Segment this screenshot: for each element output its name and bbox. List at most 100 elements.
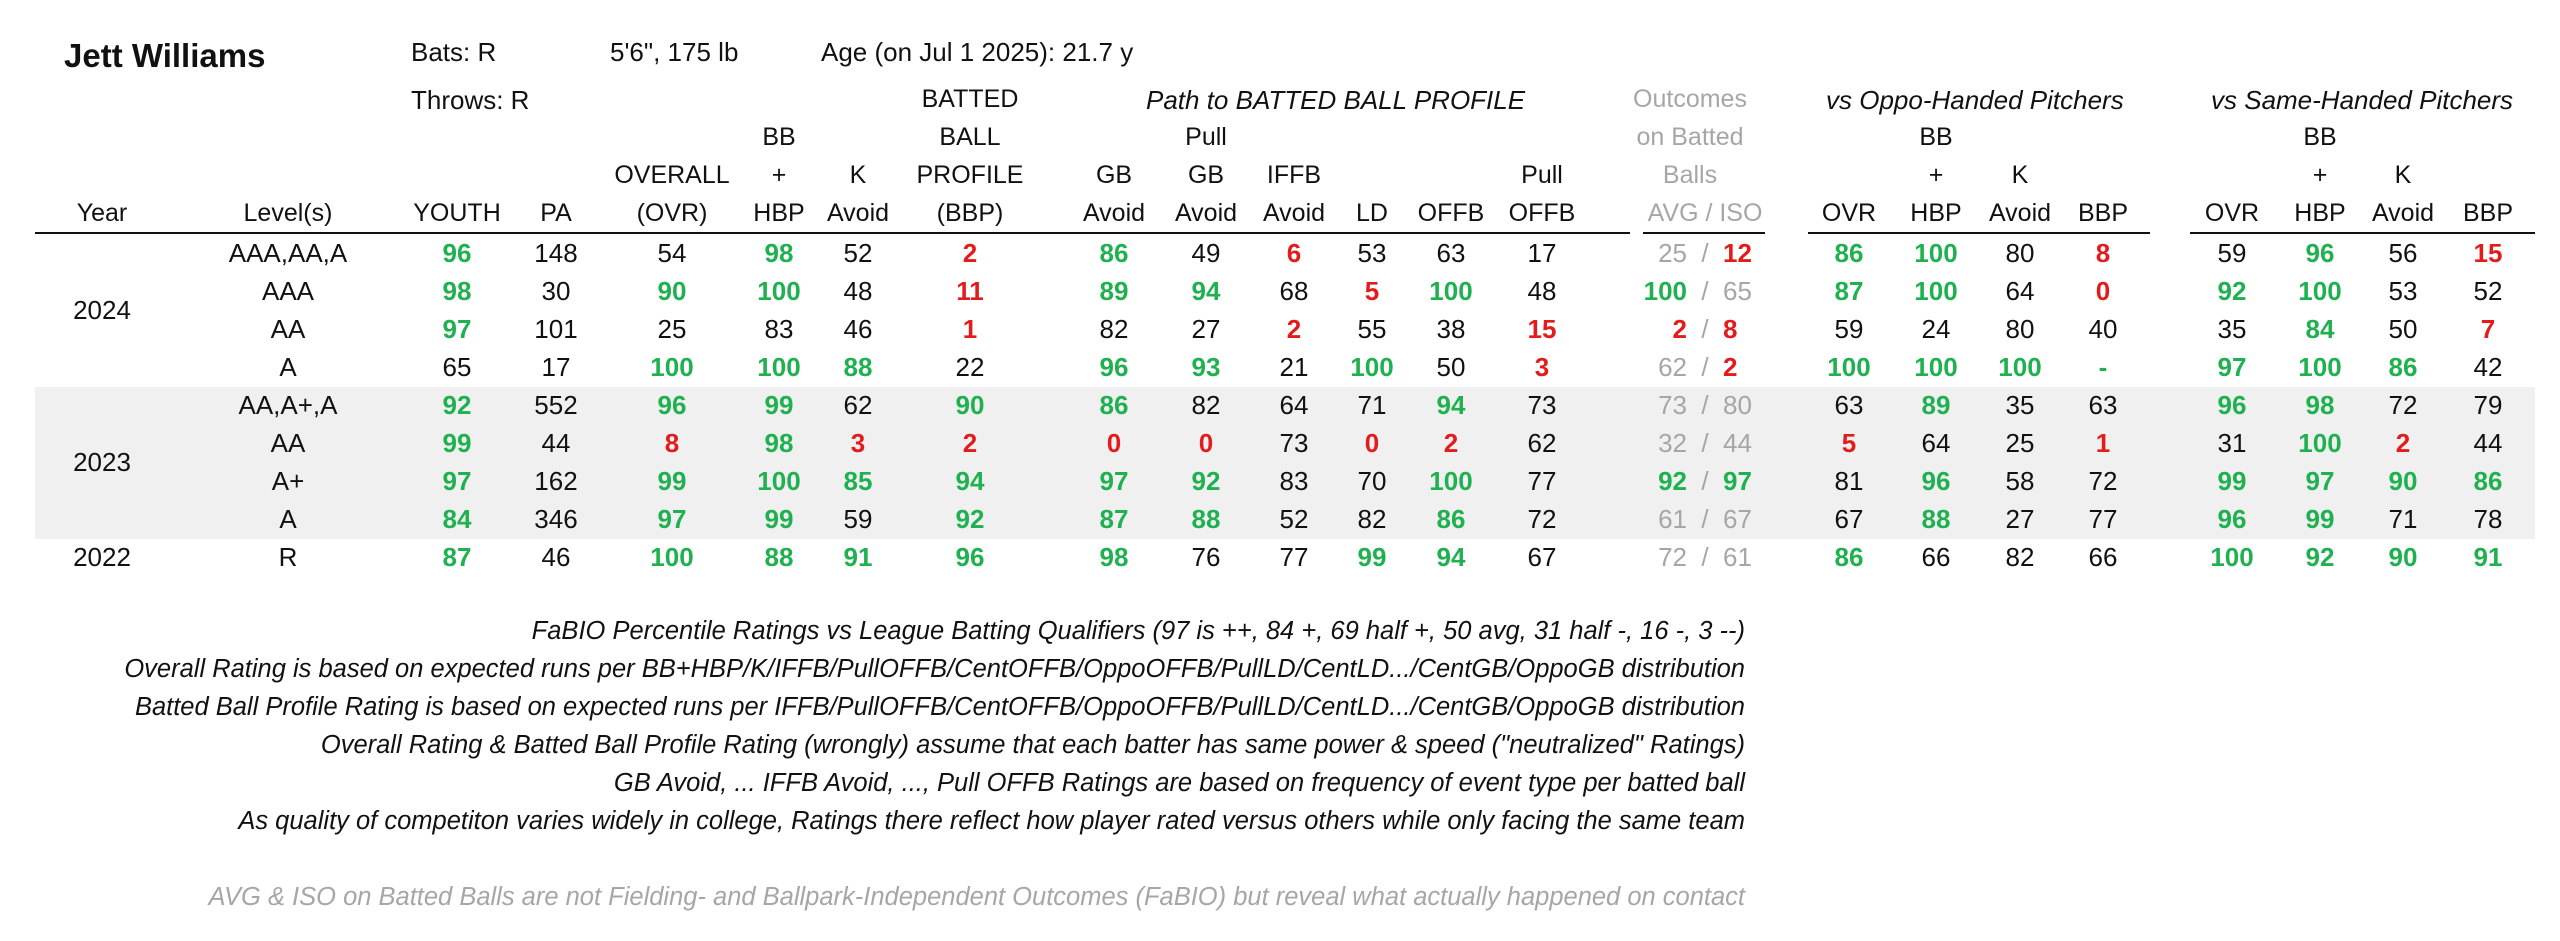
gb-cell: 89 [1099,276,1129,306]
s_bb-cell: 84 [2305,314,2335,344]
avg-iso-sep: / [1701,238,1709,268]
avg-iso-sep: / [1701,352,1709,382]
gb-cell: 82 [1099,314,1129,344]
pullgb-cell: 27 [1191,314,1221,344]
s_k-cell: 53 [2388,276,2418,306]
gb-cell: 97 [1099,466,1129,496]
o_bbp-cell: 63 [2088,390,2118,420]
youth-cell: 87 [442,542,472,572]
level-cell: R [278,542,298,572]
k-cell: 91 [843,542,873,572]
offb-cell: 94 [1436,390,1466,420]
pa-cell: 17 [541,352,571,382]
pullgb-header-line3: Avoid [1174,199,1238,227]
o_k-header-line1: K [2011,161,2029,189]
iffb-header-line2: Avoid [1262,199,1326,227]
note-7: AVG & ISO on Batted Balls are not Fieldi… [208,883,1745,911]
k-cell: 62 [843,390,873,420]
bbp-cell: 96 [955,542,985,572]
pa-header-line1: PA [540,199,572,227]
outcomes-header-line3: Balls [1662,161,1718,189]
s_k-cell: 71 [2388,504,2418,534]
s_ovr-cell: 99 [2217,466,2247,496]
age: Age (on Jul 1 2025): 21.7 y [821,37,1134,67]
s_ovr-cell: 92 [2217,276,2247,306]
gb-header-line1: GB [1095,161,1133,189]
ovr-cell: 97 [657,504,687,534]
gb-cell: 0 [1106,428,1122,458]
k-cell: 88 [843,352,873,382]
bbp-header-line1: BATTED [921,85,1019,113]
player-name: Jett Williams [64,37,266,74]
iffb-cell: 2 [1286,314,1302,344]
offb-cell: 100 [1429,466,1473,496]
ld-cell: 70 [1357,466,1387,496]
o_ovr-cell: 81 [1834,466,1864,496]
pullgb-cell: 94 [1191,276,1221,306]
s_bbp-cell: 7 [2480,314,2496,344]
o_bb-cell: 100 [1914,238,1958,268]
gb-cell: 86 [1099,390,1129,420]
iffb-cell: 73 [1279,428,1309,458]
bbp-header-line4: (BBP) [936,199,1004,227]
iffb-cell: 77 [1279,542,1309,572]
pulloffb-header-line2: OFFB [1508,199,1576,227]
s_bbp-cell: 15 [2473,238,2503,268]
s_bbp-cell: 42 [2473,352,2503,382]
ld-cell: 99 [1357,542,1387,572]
s_ovr-cell: 96 [2217,390,2247,420]
o_bbp-cell: 66 [2088,542,2118,572]
bbp-cell: 22 [955,352,985,382]
ovr-cell: 54 [657,238,687,268]
iffb-cell: 64 [1279,390,1309,420]
gb-header-line2: Avoid [1082,199,1146,227]
ovr-cell: 90 [657,276,687,306]
o_k-cell: 25 [2005,428,2035,458]
ovr-cell: 99 [657,466,687,496]
pullgb-cell: 92 [1191,466,1221,496]
o_bbp-cell: 72 [2088,466,2118,496]
note-5: GB Avoid, ... IFFB Avoid, ..., Pull OFFB… [613,769,1745,797]
iso-cell: 67 [1723,504,1752,534]
o_bb-cell: 89 [1921,390,1951,420]
avg-cell: 61 [1658,504,1687,534]
avg-cell: 62 [1658,352,1687,382]
k-cell: 3 [850,428,866,458]
offb-cell: 38 [1436,314,1466,344]
bbp-cell: 90 [955,390,985,420]
pullgb-cell: 0 [1198,428,1214,458]
s_bb-cell: 100 [2298,276,2342,306]
youth-cell: 97 [442,466,472,496]
s_k-header-line2: Avoid [2371,199,2435,227]
s_k-header-line1: K [2394,161,2412,189]
header-rule-main [35,232,1630,234]
year-label: 2022 [73,542,131,572]
bb-cell: 100 [757,276,801,306]
level-cell: A+ [271,466,305,496]
o_bbp-cell: 40 [2088,314,2118,344]
s_bb-header-line2: + [2312,161,2328,189]
o_k-cell: 35 [2005,390,2035,420]
s_ovr-cell: 97 [2217,352,2247,382]
bbp-cell: 94 [955,466,985,496]
o_ovr-cell: 87 [1834,276,1864,306]
o_ovr-cell: 63 [1834,390,1864,420]
pullgb-cell: 76 [1191,542,1221,572]
bb-header-line1: BB [762,123,796,151]
youth-cell: 65 [442,352,472,382]
bb-cell: 99 [764,504,794,534]
avg-iso-sep: / [1701,390,1709,420]
o_ovr-header-line1: OVR [1821,199,1877,227]
note-4: Overall Rating & Batted Ball Profile Rat… [320,731,1745,759]
iso-cell: 80 [1723,390,1752,420]
iffb-cell: 6 [1286,238,1302,268]
avg-cell: 72 [1658,542,1687,572]
pa-cell: 30 [541,276,571,306]
pa-cell: 101 [534,314,578,344]
ovr-cell: 25 [657,314,687,344]
ld-cell: 82 [1357,504,1387,534]
avg-iso-sep: / [1701,542,1709,572]
avg-cell: 92 [1658,466,1687,496]
year-header-line1: Year [76,199,128,227]
s_bbp-cell: 52 [2473,276,2503,306]
